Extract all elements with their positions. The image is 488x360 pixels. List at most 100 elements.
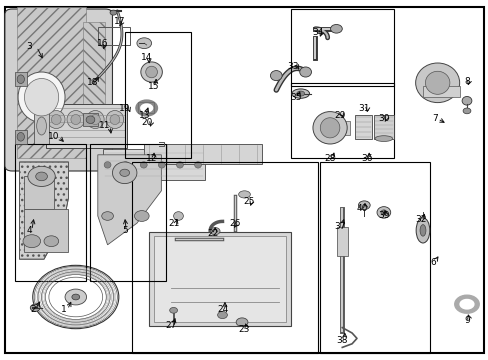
Bar [34, 108, 49, 144]
Text: 25: 25 [243, 197, 255, 206]
Bar [98, 27, 129, 45]
Text: 11: 11 [99, 122, 111, 130]
Ellipse shape [110, 114, 120, 125]
Text: 9: 9 [463, 316, 469, 325]
Ellipse shape [217, 311, 227, 319]
Ellipse shape [134, 211, 149, 221]
Bar [138, 102, 154, 113]
Ellipse shape [320, 118, 339, 138]
Ellipse shape [158, 162, 165, 168]
Text: 22: 22 [206, 230, 218, 239]
Bar [154, 236, 285, 322]
Ellipse shape [17, 75, 24, 84]
Text: 17: 17 [114, 17, 125, 26]
Ellipse shape [140, 162, 147, 168]
Ellipse shape [86, 116, 95, 123]
Text: 26: 26 [228, 219, 240, 228]
Ellipse shape [415, 218, 429, 243]
Ellipse shape [44, 236, 59, 247]
Bar [83, 113, 98, 126]
Polygon shape [20, 162, 68, 259]
Text: 6: 6 [429, 258, 435, 267]
Text: 31: 31 [358, 104, 369, 112]
Bar [422, 86, 459, 97]
Text: 13: 13 [138, 111, 150, 120]
Bar [15, 72, 27, 86]
Text: 34: 34 [311, 28, 323, 37]
Bar [149, 232, 290, 326]
Ellipse shape [291, 89, 309, 98]
Bar [337, 227, 347, 256]
Bar [320, 121, 349, 135]
Ellipse shape [67, 111, 84, 129]
Bar [354, 115, 371, 139]
Bar [24, 176, 54, 209]
Text: 3: 3 [26, 42, 32, 51]
Text: 20: 20 [141, 118, 152, 127]
Bar [90, 144, 166, 281]
Ellipse shape [312, 112, 346, 144]
Ellipse shape [30, 304, 40, 311]
Text: 37: 37 [333, 222, 345, 231]
Ellipse shape [51, 114, 61, 125]
Ellipse shape [236, 318, 247, 327]
Ellipse shape [137, 38, 151, 49]
Bar [144, 144, 261, 164]
Text: 29: 29 [333, 111, 345, 120]
Text: 14: 14 [141, 53, 152, 62]
Text: 38: 38 [336, 336, 347, 345]
Text: 32: 32 [414, 215, 426, 224]
Ellipse shape [194, 162, 201, 168]
Text: 8: 8 [463, 77, 469, 85]
Ellipse shape [86, 111, 104, 129]
Bar [17, 7, 85, 158]
Polygon shape [98, 155, 161, 245]
Ellipse shape [270, 71, 282, 81]
Ellipse shape [102, 212, 113, 220]
Text: 24: 24 [216, 305, 228, 314]
Ellipse shape [122, 162, 129, 168]
Bar [24, 209, 68, 252]
Ellipse shape [299, 67, 311, 77]
Bar [102, 149, 205, 180]
Ellipse shape [18, 72, 65, 122]
Ellipse shape [176, 162, 183, 168]
Ellipse shape [112, 162, 137, 184]
Text: 4: 4 [26, 226, 32, 235]
Bar [320, 162, 429, 353]
Ellipse shape [120, 169, 129, 176]
Ellipse shape [104, 162, 111, 168]
Text: 10: 10 [48, 132, 60, 141]
Bar [124, 32, 190, 158]
Bar [373, 115, 393, 139]
Ellipse shape [37, 117, 46, 135]
Text: 1: 1 [61, 305, 66, 314]
Ellipse shape [358, 201, 369, 210]
Text: 5: 5 [122, 226, 127, 235]
Ellipse shape [169, 307, 177, 313]
Ellipse shape [145, 66, 157, 78]
Text: 23: 23 [238, 325, 250, 334]
Text: 7: 7 [431, 114, 437, 123]
Ellipse shape [210, 228, 220, 235]
Bar [83, 22, 105, 137]
Bar [46, 104, 127, 148]
Ellipse shape [71, 114, 81, 125]
Text: 12: 12 [145, 154, 157, 163]
Bar [290, 9, 393, 86]
Text: 27: 27 [165, 321, 177, 330]
Ellipse shape [65, 289, 86, 305]
Ellipse shape [238, 191, 250, 198]
Ellipse shape [90, 114, 100, 125]
Text: 35: 35 [289, 93, 301, 102]
Ellipse shape [141, 62, 162, 82]
Ellipse shape [110, 10, 117, 15]
Bar [15, 130, 27, 144]
Text: 30: 30 [377, 114, 389, 123]
Text: 19: 19 [119, 104, 130, 112]
Text: 40: 40 [355, 204, 367, 213]
Text: 36: 36 [360, 154, 372, 163]
Ellipse shape [28, 166, 55, 186]
Ellipse shape [106, 111, 123, 129]
FancyBboxPatch shape [5, 9, 112, 171]
